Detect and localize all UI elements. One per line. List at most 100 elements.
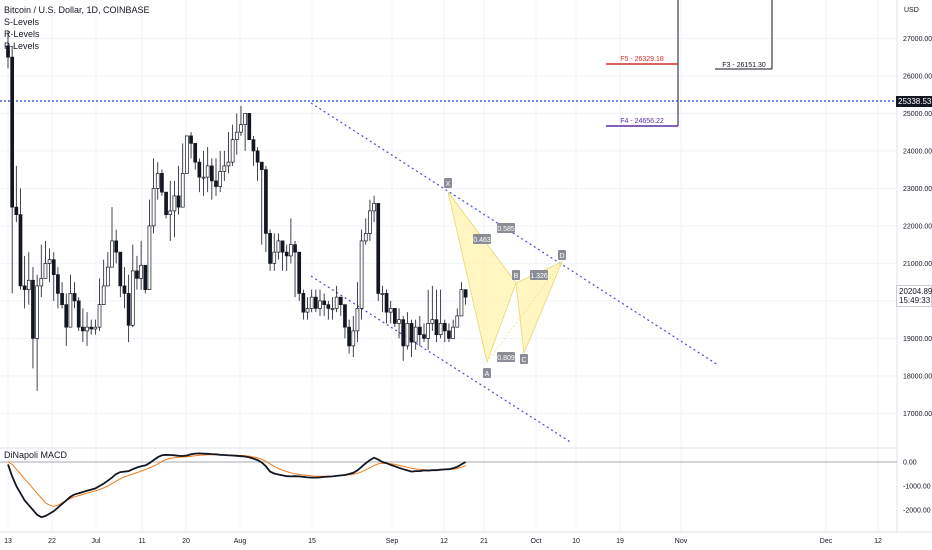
candle-body — [334, 296, 339, 309]
candle-body — [401, 319, 406, 347]
candle — [72, 282, 77, 309]
point-c-label: C — [521, 357, 526, 364]
candle-body — [226, 161, 231, 167]
candle-body — [247, 113, 252, 141]
grid — [0, 0, 897, 532]
candle — [297, 251, 302, 301]
candle-body — [76, 300, 81, 328]
candle — [22, 255, 27, 309]
candle-body — [105, 266, 110, 287]
candle-body — [455, 315, 460, 328]
candle-body — [280, 240, 285, 253]
candle-body — [97, 304, 102, 328]
candle — [251, 135, 256, 166]
candle — [305, 297, 310, 320]
candle-body — [126, 293, 131, 326]
price-tick-label: 17000.00 — [903, 411, 932, 418]
channel-upper — [310, 102, 719, 366]
candle — [401, 315, 406, 361]
candle — [276, 233, 281, 260]
candle — [351, 315, 356, 358]
candle — [222, 150, 227, 181]
candle-body — [205, 165, 210, 178]
candle — [56, 267, 60, 309]
candle — [422, 323, 426, 343]
candle — [272, 233, 277, 271]
candle — [355, 282, 360, 343]
candle — [409, 319, 414, 358]
candle-body — [68, 293, 73, 328]
time-tick-label: Aug — [234, 538, 247, 545]
candle-body — [293, 244, 297, 253]
time-tick-label: Dec — [820, 538, 833, 545]
candle — [218, 150, 223, 193]
time-tick-label: 13 — [4, 538, 12, 545]
candle-body — [284, 251, 289, 257]
currency-label: USD — [904, 7, 919, 14]
fib-levels: F5 - 26329.18 F4 - 24656.22 F3 - 26151.3… — [606, 0, 773, 127]
candle — [280, 240, 285, 271]
time-tick-label: 10 — [572, 538, 580, 545]
indicator-p-levels[interactable]: P-Levels — [4, 41, 40, 51]
point-x-box — [444, 178, 452, 188]
candle — [384, 289, 389, 324]
candle — [255, 147, 260, 181]
candle — [89, 319, 94, 335]
point-a-label: A — [485, 371, 490, 378]
indicator-s-levels[interactable]: S-Levels — [4, 17, 40, 27]
candle-body — [10, 56, 15, 208]
candle-body — [372, 203, 376, 212]
candle — [51, 252, 56, 301]
candle-body — [438, 323, 443, 335]
current-price-tag: 20204.89 15:49:33 — [896, 285, 932, 307]
candle — [43, 240, 48, 279]
candle — [417, 315, 422, 346]
candle — [143, 264, 148, 294]
candle-body — [417, 326, 422, 335]
candle — [243, 113, 247, 151]
candle-body — [218, 171, 223, 187]
candle — [264, 165, 268, 253]
candle-body — [313, 296, 318, 309]
candle — [189, 132, 193, 159]
price-tick-label: 21000.00 — [903, 261, 932, 268]
candle-body — [168, 210, 173, 215]
candle-body — [388, 308, 393, 313]
candle — [293, 240, 297, 298]
candles — [6, 30, 468, 391]
candle — [301, 289, 306, 320]
point-x-label: X — [446, 181, 451, 188]
candle — [139, 240, 143, 290]
candle-body — [130, 270, 135, 326]
candle-body — [222, 165, 227, 172]
indicator-r-levels[interactable]: R-Levels — [4, 29, 40, 39]
time-tick-label: Jul — [92, 538, 101, 545]
macd-title[interactable]: DiNapoli MACD — [4, 450, 68, 460]
candle-body — [93, 326, 98, 330]
candle — [289, 218, 293, 264]
candle-body — [22, 285, 27, 290]
candle — [185, 135, 189, 174]
candle — [147, 199, 152, 290]
ratio-bcd-box — [530, 270, 548, 280]
candle-body — [85, 326, 89, 332]
ratio-xb: 0.585 — [497, 226, 515, 233]
candle — [126, 274, 131, 343]
channel-lower — [310, 275, 573, 444]
candle — [110, 207, 114, 268]
chart-legend: Bitcoin / U.S. Dollar, 1D, COINBASE S-Le… — [4, 4, 150, 52]
candle-body — [43, 263, 48, 279]
candle — [39, 244, 44, 298]
time-tick-label: Oct — [531, 538, 542, 545]
candle — [330, 297, 335, 320]
candle-body — [160, 173, 164, 193]
time-tick-label: Sep — [386, 538, 399, 545]
candle-body — [326, 304, 331, 309]
ratio-abc: 0.809 — [497, 355, 515, 362]
candle-body — [209, 165, 214, 182]
candle-body — [301, 293, 306, 313]
point-a-box — [483, 368, 491, 378]
candle-body — [185, 135, 189, 174]
candle — [326, 300, 331, 320]
